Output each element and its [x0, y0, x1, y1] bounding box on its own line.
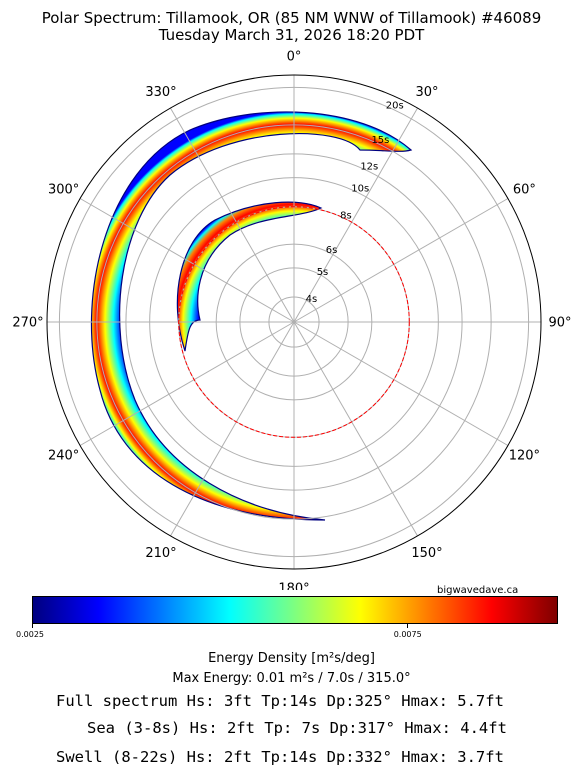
colorbar-tick-mark	[31, 624, 33, 628]
radial-label-8s: 8s	[340, 210, 352, 221]
sea-energy-band	[176, 201, 323, 352]
radial-label-4s: 4s	[306, 294, 318, 305]
spoke-150	[293, 321, 418, 537]
angle-label-210: 210°	[145, 546, 176, 561]
ring-5s	[239, 267, 349, 377]
radial-label-15s: 15s	[371, 135, 389, 146]
angle-label-150: 150°	[411, 546, 442, 561]
chart-subtitle: Tuesday March 31, 2026 18:20 PDT	[158, 26, 425, 44]
colorbar-tick-label: 0.0075	[393, 630, 422, 639]
angle-label-90: 90°	[548, 316, 571, 331]
ring-4s	[268, 296, 320, 348]
spoke-330	[170, 107, 295, 323]
max-energy-text: Max Energy: 0.01 m²s / 7.0s / 315.0°	[172, 671, 411, 686]
radial-label-20s: 20s	[386, 100, 404, 111]
colorbar-tick-mark	[407, 624, 409, 628]
ring-15s	[96, 124, 492, 520]
spoke-30	[293, 107, 418, 323]
polar-spectrum-plot: 0° 30° 60° 90° 120° 150° 180° 210° 240° 270° 300° 3…	[12, 50, 571, 591]
ring-6s	[215, 243, 373, 401]
radial-label-12s: 12s	[360, 162, 378, 173]
ring-10s	[149, 177, 439, 467]
sea-swell-divider	[178, 206, 410, 438]
angle-label-30: 30°	[415, 85, 438, 100]
angle-label-180: 180°	[278, 582, 309, 591]
ring-20s	[58, 86, 530, 558]
angle-label-0: 0°	[287, 50, 302, 65]
spoke-240	[79, 321, 295, 446]
sea-stats: Sea (3-8s) Hs: 2ft Tp: 7s Dp:317° Hmax: …	[87, 719, 507, 737]
radial-label-10s: 10s	[351, 184, 369, 195]
credit-text: bigwavedave.ca	[437, 585, 519, 596]
angle-label-240: 240°	[48, 449, 79, 464]
polar-frame	[46, 74, 542, 570]
radial-label-5s: 5s	[317, 267, 329, 278]
spoke-120	[293, 321, 509, 446]
angle-label-300: 300°	[48, 183, 79, 198]
ring-12s	[125, 153, 463, 491]
angle-label-330: 330°	[145, 85, 176, 100]
colorbar-tick-label: 0.0025	[16, 630, 44, 639]
colorbar-label: Energy Density [m²s/deg]	[208, 651, 375, 666]
energy-regions	[90, 111, 413, 521]
swell-stats: Swell (8-22s) Hs: 2ft Tp:14s Dp:332° Hma…	[56, 748, 504, 766]
spoke-210	[170, 321, 295, 537]
spoke-60	[293, 198, 509, 323]
angle-labels: 0° 30° 60° 90° 120° 150° 180° 210° 240° 270° 300° 3…	[12, 50, 571, 591]
angle-label-60: 60°	[513, 183, 536, 198]
full-spectrum-stats: Full spectrum Hs: 3ft Tp:14s Dp:325° Hma…	[56, 692, 504, 710]
radial-label-6s: 6s	[326, 245, 338, 256]
swell-energy-band	[90, 111, 413, 521]
spoke-300	[79, 198, 295, 323]
polar-grid	[46, 74, 542, 570]
chart-title: Polar Spectrum: Tillamook, OR (85 NM WNW…	[41, 9, 542, 27]
radial-labels: 4s 5s 6s 8s 10s 12s 15s 20s	[306, 100, 404, 305]
colorbar	[32, 596, 558, 624]
angle-label-120: 120°	[509, 449, 540, 464]
angle-label-270: 270°	[12, 316, 43, 331]
